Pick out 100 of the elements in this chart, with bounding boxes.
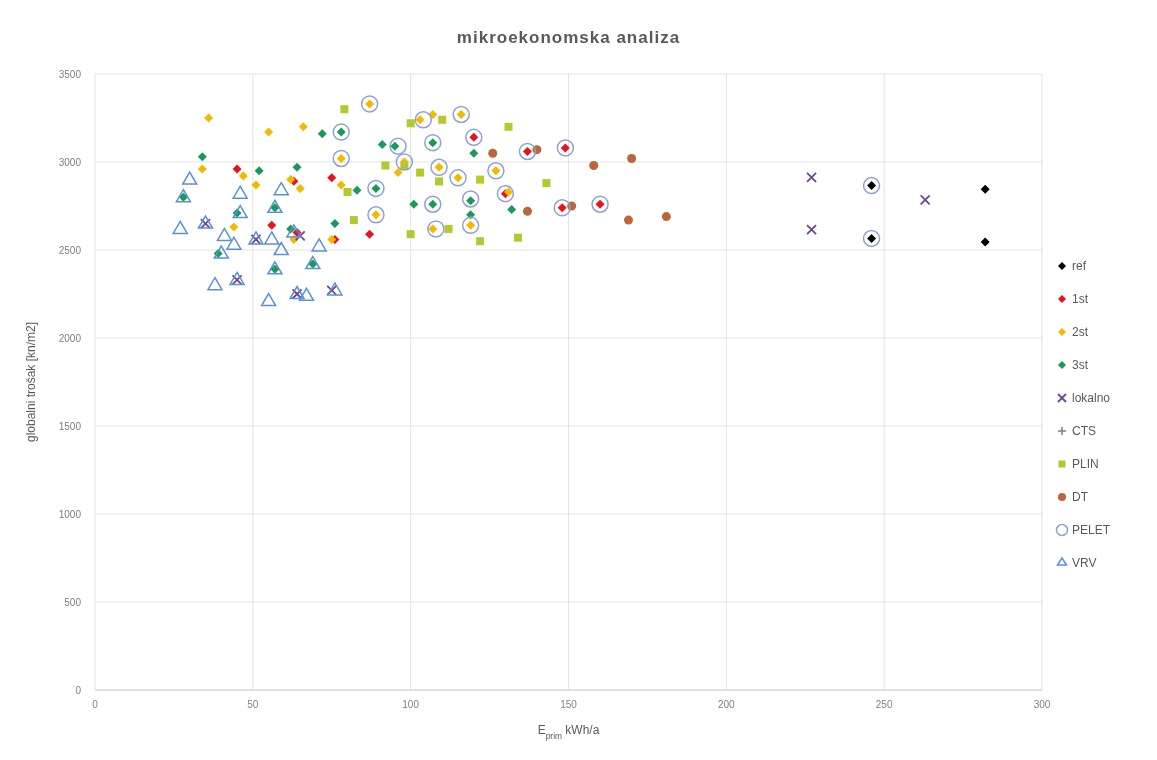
x-tick-label: 200 bbox=[717, 699, 736, 710]
point bbox=[553, 199, 571, 217]
legend-label: 2st bbox=[1072, 325, 1089, 340]
x-tick-label: 50 bbox=[247, 699, 259, 710]
y-tick-label: 1500 bbox=[58, 420, 82, 432]
point bbox=[327, 282, 343, 296]
point bbox=[175, 188, 192, 203]
point bbox=[465, 128, 483, 147]
point bbox=[305, 255, 321, 270]
legend-label: VRV bbox=[1072, 556, 1097, 571]
point bbox=[469, 148, 479, 158]
point bbox=[806, 172, 817, 183]
x-tick-label: 0 bbox=[92, 699, 99, 710]
point bbox=[229, 222, 239, 232]
point bbox=[435, 177, 444, 186]
x-axis-title: E$_{prim}$ kWh/a bbox=[537, 723, 600, 741]
point bbox=[295, 183, 305, 193]
point bbox=[862, 229, 881, 248]
point bbox=[298, 122, 308, 132]
point bbox=[317, 129, 327, 139]
point bbox=[556, 139, 575, 157]
point bbox=[416, 168, 425, 177]
legend-label: PELET bbox=[1072, 523, 1111, 538]
legend-label: 1st bbox=[1072, 292, 1089, 307]
point bbox=[424, 133, 442, 152]
point bbox=[466, 210, 476, 220]
x-tick-label: 100 bbox=[402, 699, 420, 710]
point bbox=[254, 166, 264, 176]
point bbox=[349, 216, 358, 225]
point bbox=[332, 149, 350, 168]
point bbox=[377, 139, 387, 149]
point bbox=[286, 224, 302, 238]
y-tick-label: 2000 bbox=[58, 332, 82, 344]
y-tick-label: 3500 bbox=[58, 68, 82, 80]
point bbox=[292, 162, 302, 172]
point bbox=[504, 122, 513, 131]
point bbox=[367, 206, 385, 224]
point bbox=[232, 185, 248, 199]
point bbox=[452, 105, 470, 124]
legend-label: PLIN bbox=[1072, 457, 1099, 472]
point bbox=[336, 180, 346, 190]
point bbox=[591, 195, 609, 213]
x-tick-label: 300 bbox=[1033, 699, 1051, 710]
point bbox=[476, 237, 485, 246]
point bbox=[476, 175, 485, 184]
point bbox=[352, 185, 362, 195]
point bbox=[232, 164, 242, 174]
point bbox=[461, 190, 480, 208]
point bbox=[507, 205, 517, 215]
point bbox=[424, 195, 442, 213]
point bbox=[367, 179, 385, 198]
y-axis-title: globalni trošak [kn/m2] bbox=[24, 321, 38, 443]
point bbox=[197, 152, 207, 162]
point bbox=[627, 153, 637, 163]
point bbox=[623, 215, 633, 225]
point bbox=[518, 142, 537, 161]
point bbox=[365, 229, 375, 239]
point bbox=[197, 164, 207, 174]
x-tick-label: 150 bbox=[560, 699, 578, 710]
point bbox=[487, 162, 505, 180]
y-tick-label: 1000 bbox=[58, 508, 82, 520]
point bbox=[444, 224, 453, 233]
point bbox=[414, 111, 433, 129]
point bbox=[980, 184, 990, 194]
point bbox=[980, 237, 990, 247]
legend-label: ref bbox=[1072, 259, 1087, 274]
point bbox=[360, 95, 379, 113]
point bbox=[461, 216, 480, 235]
point bbox=[267, 199, 283, 214]
point bbox=[438, 115, 447, 124]
point bbox=[232, 204, 248, 219]
point bbox=[226, 236, 242, 250]
point bbox=[172, 220, 188, 235]
point bbox=[207, 276, 223, 291]
point bbox=[389, 137, 407, 155]
point bbox=[264, 231, 280, 245]
point bbox=[273, 241, 289, 256]
point bbox=[406, 230, 415, 239]
y-tick-label: 500 bbox=[64, 596, 82, 608]
point bbox=[251, 180, 261, 190]
y-tick-label: 2500 bbox=[58, 244, 82, 256]
y-tick-label: 3000 bbox=[58, 156, 82, 168]
point bbox=[181, 171, 198, 185]
point bbox=[343, 187, 352, 196]
x-tick-label: 250 bbox=[875, 699, 893, 710]
point bbox=[332, 123, 350, 141]
point bbox=[393, 168, 403, 178]
point bbox=[513, 233, 522, 242]
point bbox=[260, 292, 277, 307]
point bbox=[204, 113, 214, 123]
point bbox=[395, 153, 414, 171]
point bbox=[427, 220, 445, 238]
point bbox=[661, 212, 671, 222]
chart-title: mikroekonomska analiza bbox=[456, 28, 681, 47]
point bbox=[488, 148, 498, 158]
point bbox=[381, 161, 390, 170]
point bbox=[298, 287, 315, 302]
point bbox=[216, 227, 233, 242]
legend-label: CTS bbox=[1072, 424, 1096, 439]
y-tick-label: 0 bbox=[75, 684, 82, 696]
